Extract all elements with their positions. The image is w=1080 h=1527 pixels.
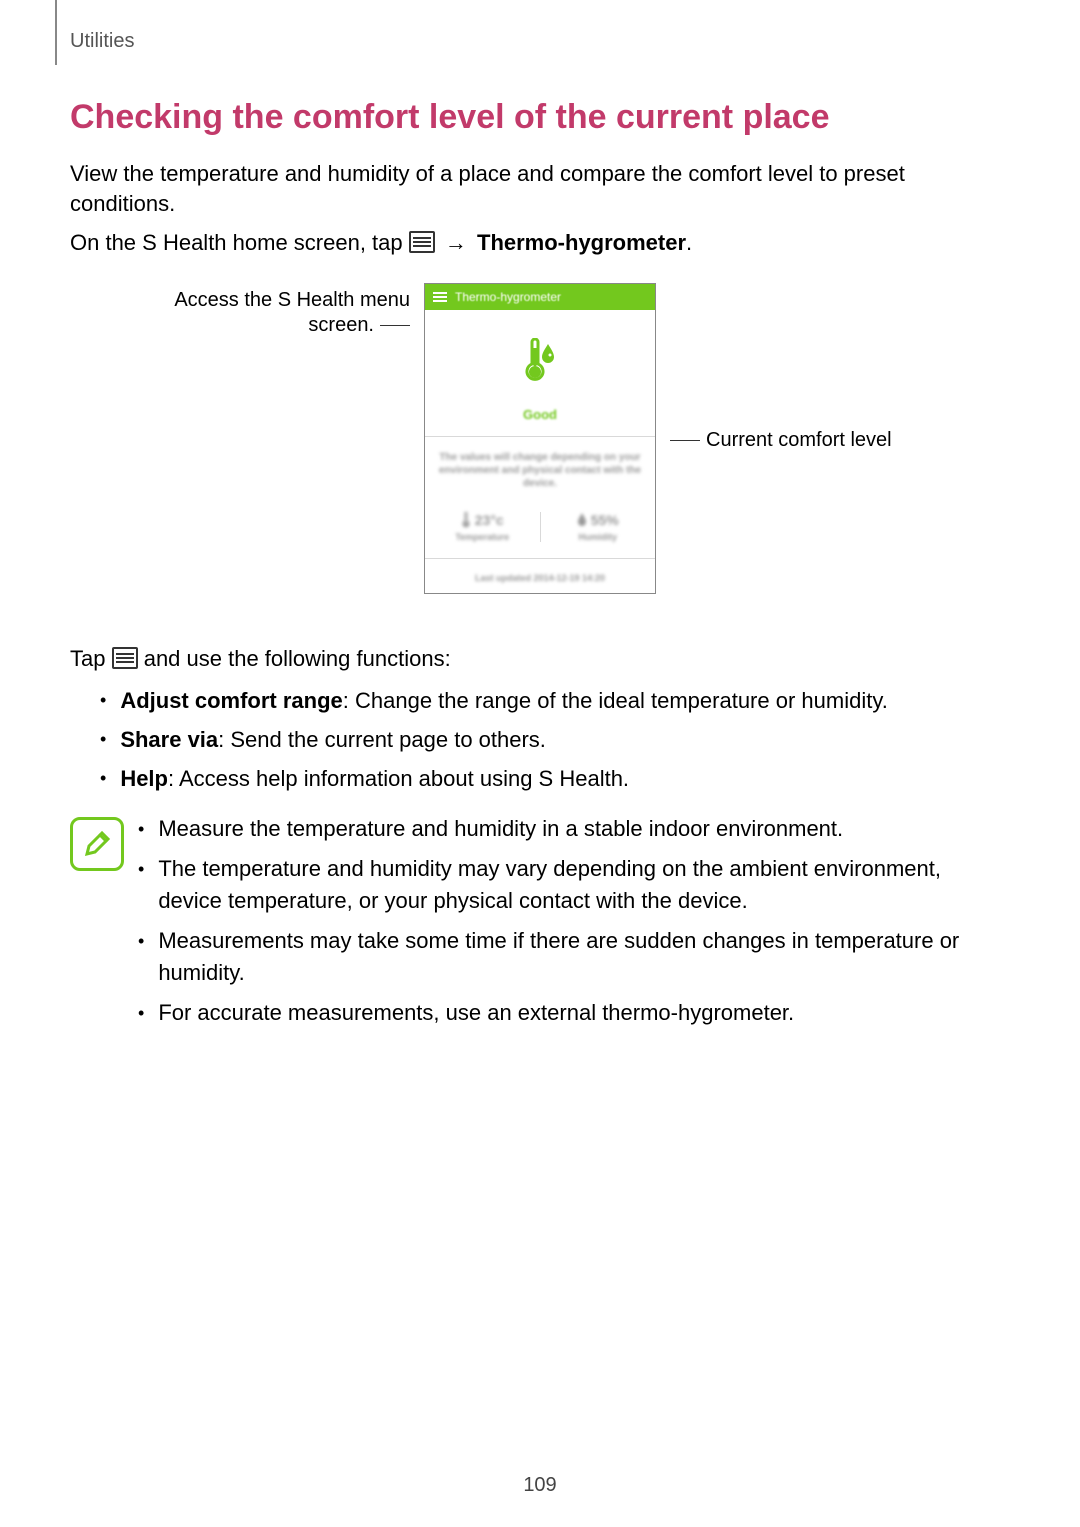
menu-item: Adjust comfort range: Change the range o… [100, 684, 1010, 717]
menu-term: Help [120, 766, 168, 791]
leader-line-right [670, 440, 700, 441]
menu-intro-prefix: Tap [70, 646, 112, 671]
phone-body: Good The values will change depending on… [425, 310, 655, 593]
phone-menu-icon [433, 290, 447, 304]
menu-desc: : Change the range of the ideal temperat… [343, 688, 888, 713]
menu-item: Help: Access help information about usin… [100, 762, 1010, 795]
note-text: For accurate measurements, use an extern… [158, 997, 794, 1029]
note-icon [70, 817, 124, 871]
note-text: Measure the temperature and humidity in … [158, 813, 843, 845]
nav-prefix: On the S Health home screen, tap [70, 230, 409, 255]
temperature-value: 23°c [475, 512, 504, 528]
leader-line-left [380, 325, 410, 326]
menu-term: Adjust comfort range [120, 688, 342, 713]
note-text: The temperature and humidity may vary de… [158, 853, 1010, 917]
droplet-icon [577, 512, 587, 528]
note-block: Measure the temperature and humidity in … [70, 813, 1010, 1037]
tab-rule [55, 0, 57, 65]
reading-humidity: 55% Humidity [540, 512, 656, 542]
last-updated: Last updated 2014-12-19 14:20 [425, 559, 655, 593]
intro-paragraph: View the temperature and humidity of a p… [70, 159, 1010, 218]
note-item: Measure the temperature and humidity in … [138, 813, 1010, 845]
note-text: Measurements may take some time if there… [158, 925, 1010, 989]
phone-title: Thermo-hygrometer [455, 290, 561, 304]
phone-desc: The values will change depending on your… [425, 437, 655, 504]
figure-row: Access the S Health menu screen. Thermo-… [70, 283, 1010, 594]
note-item: For accurate measurements, use an extern… [138, 997, 1010, 1029]
thermo-hygro-icon [518, 338, 562, 391]
menu-desc: : Access help information about using S … [168, 766, 629, 791]
meter-zone [425, 310, 655, 401]
thermometer-icon [461, 512, 471, 528]
nav-instruction: On the S Health home screen, tap → Therm… [70, 228, 1010, 258]
note-item: The temperature and humidity may vary de… [138, 853, 1010, 917]
nav-target: Thermo-hygrometer [477, 230, 686, 255]
callout-left-text: Access the S Health menu screen. [174, 289, 410, 336]
note-list: Measure the temperature and humidity in … [138, 813, 1010, 1037]
humidity-label: Humidity [541, 532, 656, 542]
hamburger-icon [112, 647, 138, 669]
menu-term: Share via [120, 727, 218, 752]
callout-left: Access the S Health menu screen. [130, 283, 410, 338]
section-heading: Checking the comfort level of the curren… [70, 98, 1010, 137]
phone-header: Thermo-hygrometer [425, 284, 655, 310]
menu-desc: : Send the current page to others. [218, 727, 546, 752]
humidity-value: 55% [591, 512, 619, 528]
reading-temperature: 23°c Temperature [425, 512, 540, 542]
nav-suffix: . [686, 230, 692, 255]
page-number: 109 [0, 1474, 1080, 1497]
callout-right: Current comfort level [670, 283, 950, 453]
phone-screenshot: Thermo-hygrometer [424, 283, 656, 594]
callout-right-text: Current comfort level [706, 429, 892, 451]
temperature-label: Temperature [425, 532, 540, 542]
readings: 23°c Temperature 55% Humidity [425, 504, 655, 558]
menu-item: Share via: Send the current page to othe… [100, 723, 1010, 756]
menu-intro-suffix: and use the following functions: [138, 646, 451, 671]
note-item: Measurements may take some time if there… [138, 925, 1010, 989]
menu-list: Adjust comfort range: Change the range o… [70, 684, 1010, 795]
menu-intro: Tap and use the following functions: [70, 644, 1010, 674]
nav-arrow: → [441, 230, 471, 255]
hamburger-icon [409, 231, 435, 253]
breadcrumb: Utilities [70, 30, 1010, 53]
comfort-label: Good [425, 401, 655, 436]
